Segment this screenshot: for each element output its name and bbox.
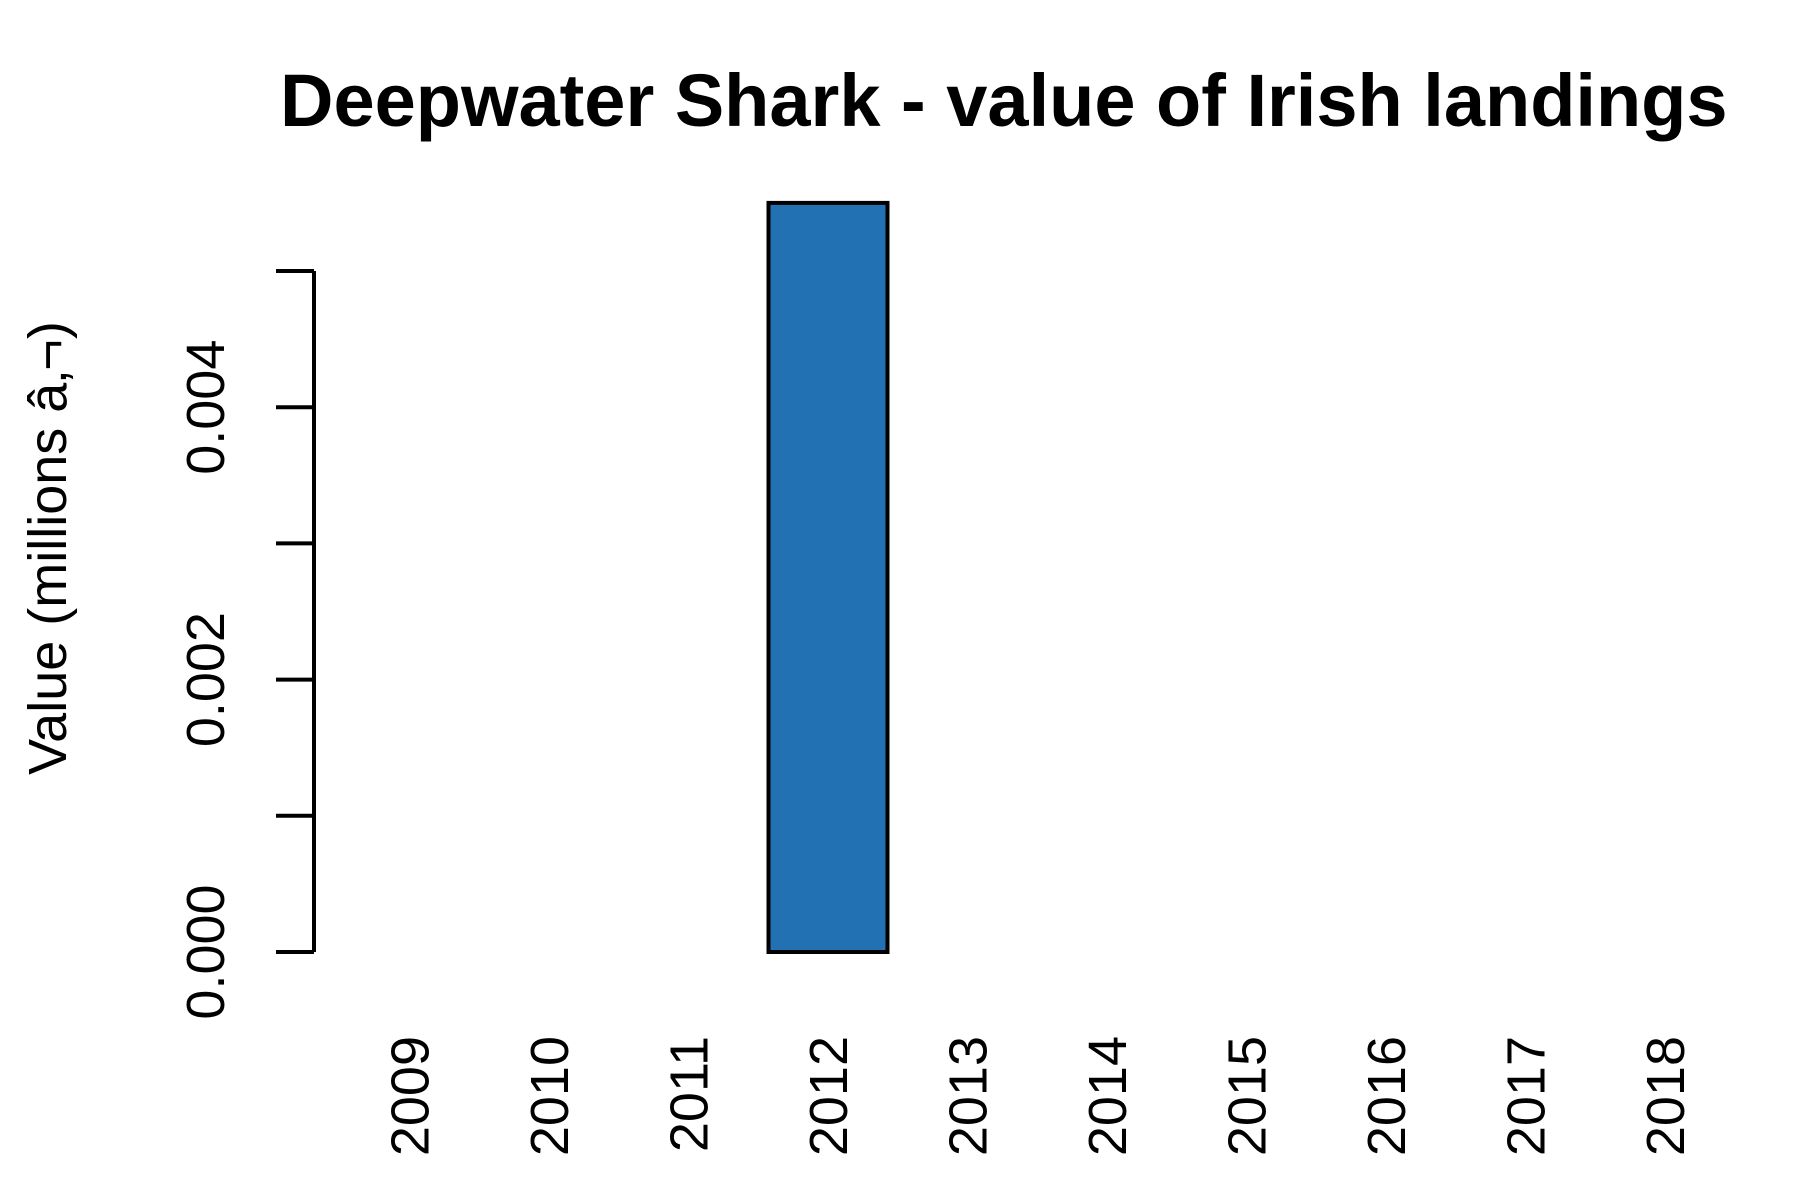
bars xyxy=(766,200,890,954)
x-tick-label: 2018 xyxy=(1636,1036,1696,1156)
x-tick-label: 2009 xyxy=(381,1036,441,1156)
chart-title: Deepwater Shark - value of Irish landing… xyxy=(280,59,1728,142)
y-tick-label: 0.004 xyxy=(176,340,236,475)
x-tick-label: 2016 xyxy=(1357,1036,1417,1156)
x-tick-label: 2012 xyxy=(799,1036,859,1156)
x-tick-label: 2010 xyxy=(520,1036,580,1156)
y-axis-label: Value (millions â‚¬) xyxy=(18,321,78,775)
bar-2012 xyxy=(766,200,890,954)
y-tick-label: 0.002 xyxy=(176,612,236,747)
x-tick-label: 2013 xyxy=(939,1036,999,1156)
y-tick-label: 0.000 xyxy=(176,884,236,1019)
x-tick-label: 2014 xyxy=(1078,1036,1138,1156)
x-tick-labels: 2009 2010 2011 2012 2013 2014 2015 2016 2017 2018 xyxy=(381,1036,1697,1156)
x-tick-label: 2011 xyxy=(660,1036,720,1152)
x-tick-label: 2015 xyxy=(1218,1036,1278,1156)
y-axis: 0.000 0.002 0.004 xyxy=(176,269,316,1020)
x-tick-label: 2017 xyxy=(1497,1036,1557,1156)
